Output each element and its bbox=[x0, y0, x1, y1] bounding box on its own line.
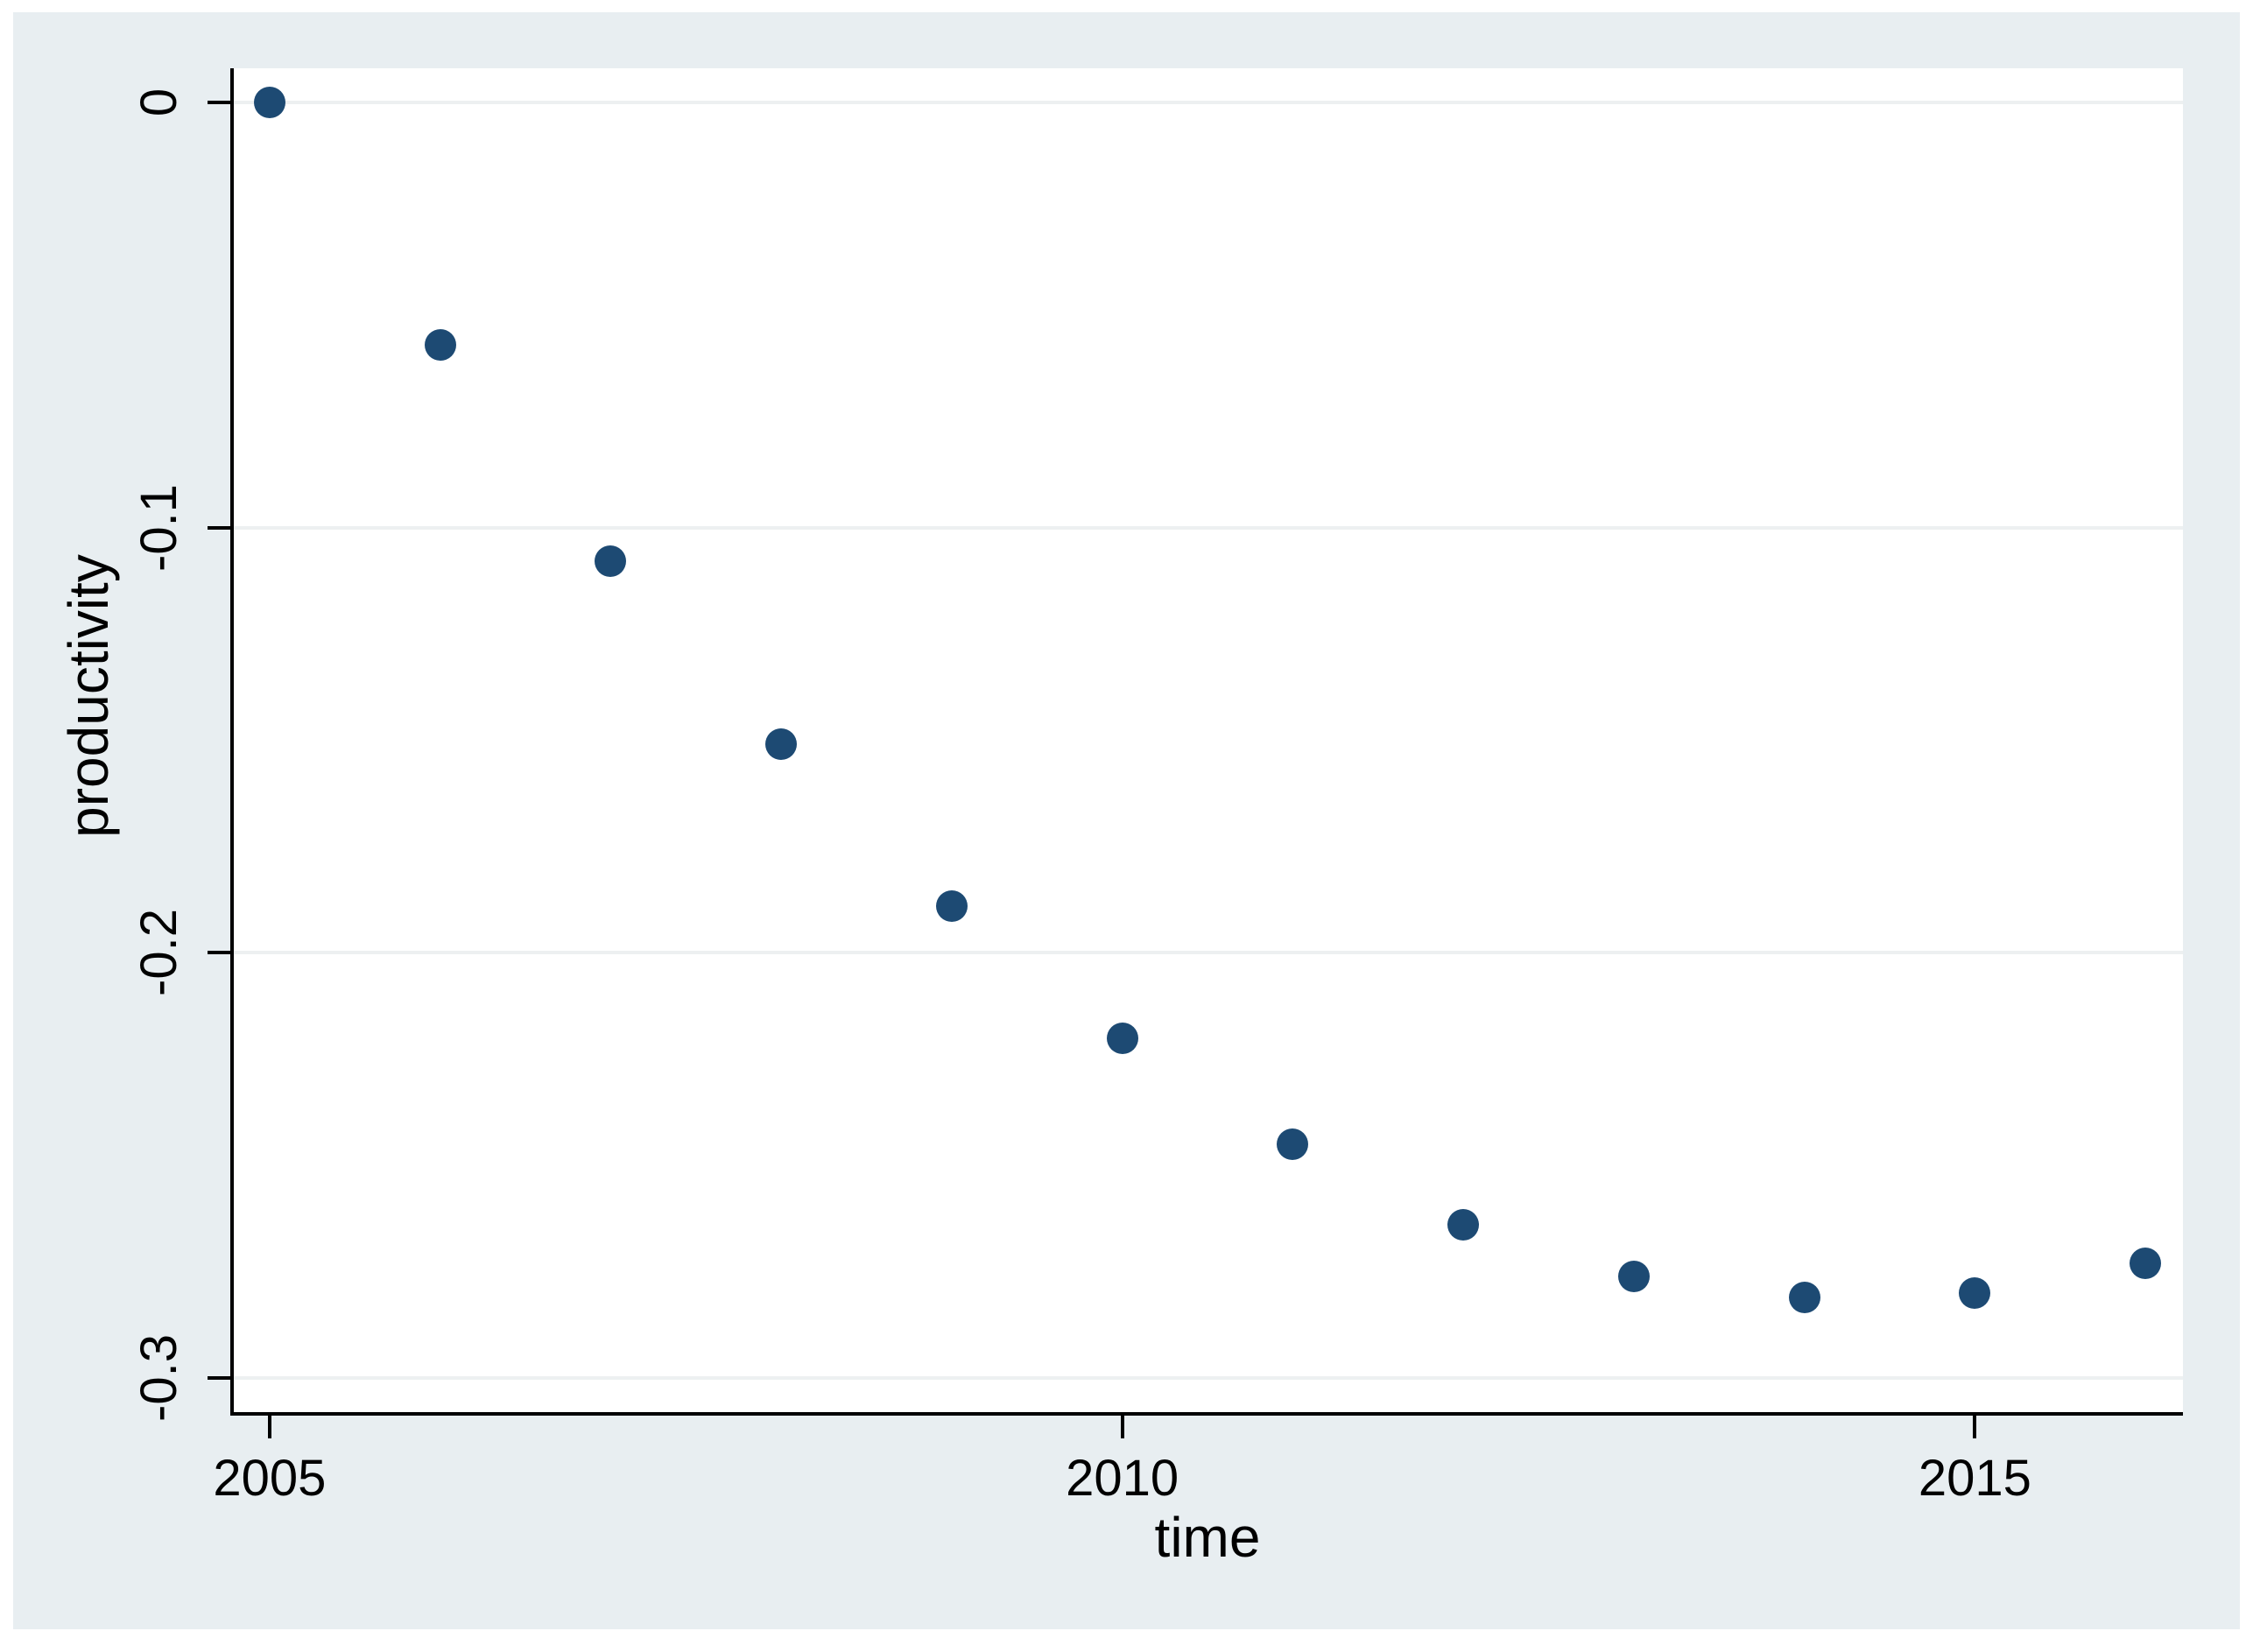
data-point-2006 bbox=[424, 328, 456, 361]
gridline-y--0.3 bbox=[232, 1376, 2183, 1381]
y-tick bbox=[208, 100, 230, 104]
data-point-2016 bbox=[2130, 1247, 2162, 1279]
gridline-y--0.2 bbox=[232, 951, 2183, 955]
data-point-2013 bbox=[1617, 1260, 1650, 1292]
gridline-y--0.1 bbox=[232, 525, 2183, 530]
data-point-2011 bbox=[1277, 1128, 1309, 1160]
y-tick bbox=[208, 951, 230, 955]
data-point-2009 bbox=[935, 889, 968, 922]
y-axis-title: productivity bbox=[57, 554, 120, 838]
data-point-2008 bbox=[765, 728, 798, 761]
x-tick bbox=[1120, 1416, 1124, 1438]
gridline-y-0 bbox=[232, 100, 2183, 104]
plot-area bbox=[232, 68, 2183, 1412]
y-tick-label: -0.1 bbox=[130, 483, 187, 572]
y-tick-label: -0.2 bbox=[130, 909, 187, 997]
y-tick bbox=[208, 1376, 230, 1381]
y-tick-label: -0.3 bbox=[130, 1334, 187, 1423]
data-point-2014 bbox=[1788, 1281, 1820, 1313]
data-point-2010 bbox=[1106, 1022, 1138, 1054]
data-point-2012 bbox=[1447, 1209, 1480, 1241]
x-tick-label: 2010 bbox=[1066, 1450, 1179, 1507]
x-axis-title: time bbox=[1154, 1506, 1261, 1569]
data-point-2015 bbox=[1959, 1276, 1991, 1309]
y-axis-line bbox=[230, 68, 234, 1416]
y-tick-label: 0 bbox=[130, 88, 187, 116]
y-tick bbox=[208, 525, 230, 530]
data-point-2005 bbox=[253, 86, 285, 118]
x-tick-label: 2005 bbox=[213, 1450, 327, 1507]
data-point-2007 bbox=[595, 545, 627, 578]
x-tick bbox=[267, 1416, 271, 1438]
x-tick bbox=[1973, 1416, 1977, 1438]
x-axis-line bbox=[230, 1412, 2183, 1416]
x-tick-label: 2015 bbox=[1918, 1450, 2031, 1507]
